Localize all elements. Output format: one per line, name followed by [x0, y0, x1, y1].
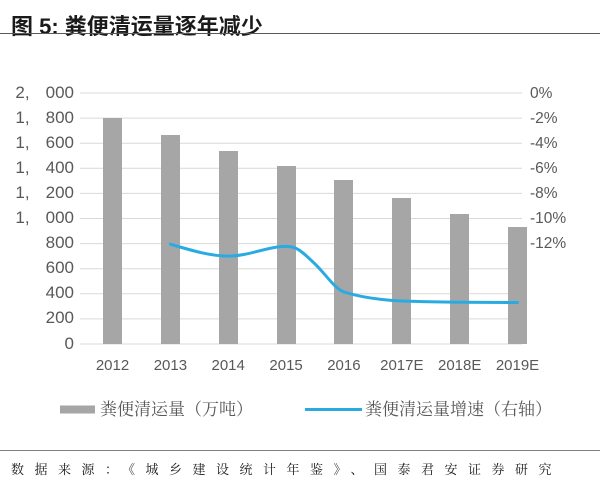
svg-text:800: 800 — [46, 233, 74, 252]
svg-text:1,800: 1, 800 — [15, 108, 74, 127]
svg-text:-12%: -12% — [530, 235, 566, 252]
svg-text:1,600: 1, 600 — [15, 133, 74, 152]
svg-text:0: 0 — [65, 334, 74, 353]
svg-text:1,000: 1, 000 — [15, 208, 74, 227]
svg-text:1,200: 1, 200 — [15, 183, 74, 202]
svg-text:1,400: 1, 400 — [15, 158, 74, 177]
svg-text:200: 200 — [46, 308, 74, 327]
svg-text:-8%: -8% — [530, 185, 558, 202]
svg-text:2,000: 2, 000 — [15, 83, 74, 102]
svg-text:600: 600 — [46, 258, 74, 277]
svg-text:-10%: -10% — [530, 210, 566, 227]
svg-text:2018E: 2018E — [438, 357, 481, 374]
svg-text:-6%: -6% — [530, 160, 558, 177]
svg-text:-4%: -4% — [530, 135, 558, 152]
svg-text:2014: 2014 — [212, 357, 245, 374]
svg-text:2016: 2016 — [327, 357, 360, 374]
svg-text:2013: 2013 — [154, 357, 187, 374]
svg-text:2019E: 2019E — [496, 357, 539, 374]
svg-text:2015: 2015 — [269, 357, 302, 374]
svg-text:2017E: 2017E — [380, 357, 423, 374]
svg-text:400: 400 — [46, 283, 74, 302]
svg-text:0%: 0% — [530, 85, 553, 102]
svg-text:-2%: -2% — [530, 110, 558, 127]
svg-text:2012: 2012 — [96, 357, 129, 374]
